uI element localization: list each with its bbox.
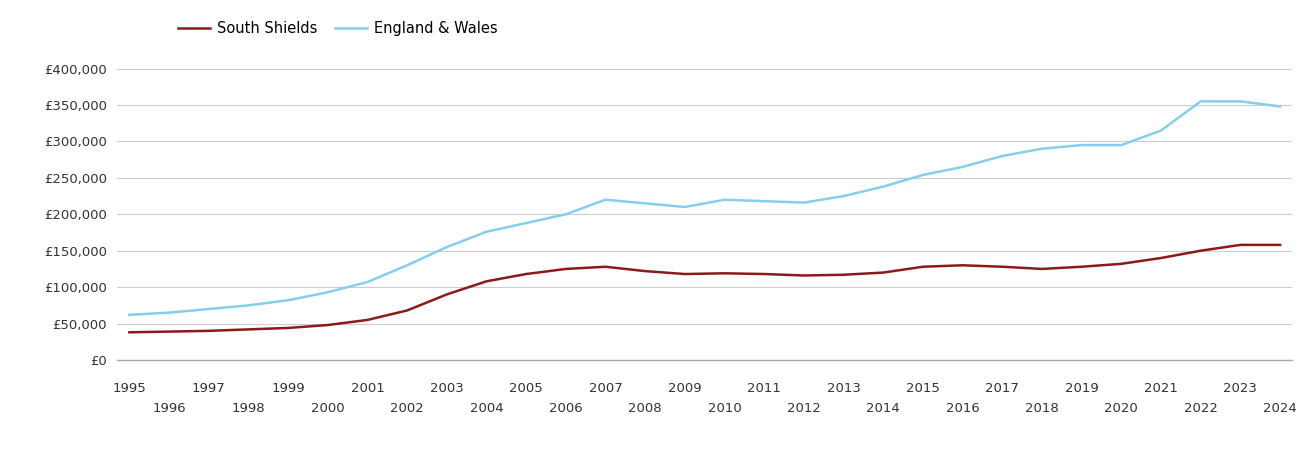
South Shields (598, 264, 613, 270)
England & Wales (598, 197, 613, 202)
Text: 1999: 1999 (271, 382, 305, 395)
Text: 2014: 2014 (867, 402, 900, 414)
South Shields (518, 271, 534, 277)
Text: 2024: 2024 (1263, 402, 1297, 414)
South Shields (716, 270, 732, 276)
South Shields (994, 264, 1010, 270)
Text: 1998: 1998 (231, 402, 265, 414)
England & Wales (637, 201, 652, 206)
South Shields (438, 292, 454, 297)
Line: South Shields: South Shields (129, 245, 1280, 332)
South Shields (1272, 242, 1288, 248)
South Shields (479, 279, 495, 284)
England & Wales (281, 297, 296, 303)
England & Wales (360, 279, 376, 285)
England & Wales (162, 310, 177, 315)
South Shields (399, 308, 415, 313)
England & Wales (1034, 146, 1049, 151)
Text: 2006: 2006 (549, 402, 582, 414)
Text: 2011: 2011 (748, 382, 782, 395)
Text: 1997: 1997 (192, 382, 226, 395)
South Shields (162, 329, 177, 334)
England & Wales (1113, 142, 1129, 148)
England & Wales (1193, 99, 1208, 104)
England & Wales (559, 212, 574, 217)
Text: 2009: 2009 (668, 382, 702, 395)
South Shields (796, 273, 812, 278)
South Shields (201, 328, 217, 333)
South Shields (1154, 255, 1169, 261)
South Shields (1113, 261, 1129, 266)
England & Wales (438, 244, 454, 250)
Text: 2017: 2017 (985, 382, 1019, 395)
South Shields (121, 329, 137, 335)
Text: 2003: 2003 (429, 382, 463, 395)
Text: 2013: 2013 (826, 382, 860, 395)
South Shields (955, 263, 971, 268)
Text: 2010: 2010 (707, 402, 741, 414)
England & Wales (757, 198, 773, 204)
South Shields (240, 327, 256, 332)
South Shields (1074, 264, 1090, 270)
England & Wales (240, 303, 256, 308)
Text: 2019: 2019 (1065, 382, 1099, 395)
South Shields (835, 272, 851, 278)
England & Wales (201, 306, 217, 312)
England & Wales (399, 263, 415, 268)
South Shields (1232, 242, 1248, 248)
South Shields (637, 268, 652, 274)
South Shields (559, 266, 574, 272)
South Shields (876, 270, 891, 275)
Text: 2000: 2000 (311, 402, 345, 414)
England & Wales (716, 197, 732, 202)
Text: 1996: 1996 (153, 402, 185, 414)
Legend: South Shields, England & Wales: South Shields, England & Wales (172, 15, 504, 42)
Text: 2023: 2023 (1223, 382, 1257, 395)
England & Wales (1272, 104, 1288, 109)
Text: 2001: 2001 (351, 382, 384, 395)
England & Wales (1154, 128, 1169, 133)
England & Wales (835, 194, 851, 199)
England & Wales (796, 200, 812, 205)
South Shields (320, 322, 335, 328)
South Shields (1034, 266, 1049, 272)
England & Wales (876, 184, 891, 189)
England & Wales (677, 204, 693, 210)
Line: England & Wales: England & Wales (129, 101, 1280, 315)
South Shields (677, 271, 693, 277)
England & Wales (479, 229, 495, 234)
England & Wales (1074, 142, 1090, 148)
Text: 2007: 2007 (589, 382, 622, 395)
Text: 2020: 2020 (1104, 402, 1138, 414)
Text: 2016: 2016 (946, 402, 980, 414)
England & Wales (1232, 99, 1248, 104)
South Shields (757, 271, 773, 277)
England & Wales (915, 172, 930, 178)
South Shields (1193, 248, 1208, 253)
Text: 2021: 2021 (1144, 382, 1178, 395)
Text: 1995: 1995 (112, 382, 146, 395)
Text: 2018: 2018 (1026, 402, 1058, 414)
Text: 2004: 2004 (470, 402, 504, 414)
Text: 2005: 2005 (509, 382, 543, 395)
England & Wales (955, 164, 971, 170)
Text: 2008: 2008 (629, 402, 662, 414)
South Shields (915, 264, 930, 270)
England & Wales (994, 153, 1010, 159)
Text: 2022: 2022 (1184, 402, 1218, 414)
Text: 2012: 2012 (787, 402, 821, 414)
England & Wales (320, 289, 335, 295)
Text: 2015: 2015 (906, 382, 940, 395)
England & Wales (518, 220, 534, 226)
South Shields (360, 317, 376, 323)
England & Wales (121, 312, 137, 318)
South Shields (281, 325, 296, 331)
Text: 2002: 2002 (390, 402, 424, 414)
